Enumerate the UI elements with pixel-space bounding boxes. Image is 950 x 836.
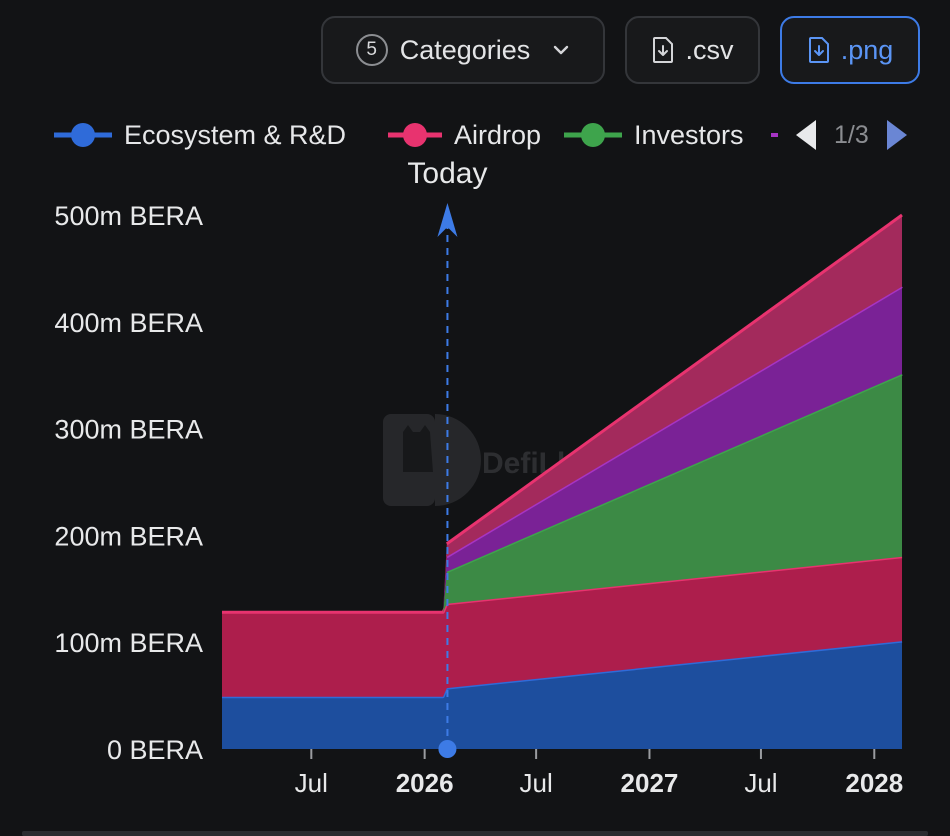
triangle-right-icon[interactable] — [885, 118, 909, 152]
today-marker: Today — [407, 160, 487, 758]
x-tick-label: 2026 — [396, 768, 454, 798]
legend-swatch — [564, 123, 622, 147]
y-tick-label: 500m BERA — [54, 201, 203, 231]
legend-swatch — [771, 133, 778, 137]
legend-item-airdrop[interactable]: Airdrop — [386, 112, 541, 158]
watermark-llama-icon — [403, 425, 433, 472]
today-arrowhead — [437, 203, 458, 237]
x-axis: Jul 2026 Jul 2027 Jul 2028 — [295, 749, 903, 798]
png-label: .png — [840, 34, 894, 65]
watermark-logo-arc — [435, 414, 481, 506]
legend-label: Investors — [634, 119, 744, 150]
area-series-1 — [222, 556, 902, 697]
triangle-left-icon[interactable] — [794, 118, 818, 152]
y-tick-label: 100m BERA — [54, 628, 203, 658]
download-png-button[interactable]: .png — [780, 16, 920, 84]
legend-pager: 1/3 — [794, 112, 909, 158]
area-series-2 — [222, 374, 902, 613]
y-axis: 0 BERA 100m BERA 200m BERA 300m BERA 400m BE… — [54, 201, 203, 765]
file-download-icon — [653, 37, 674, 63]
legend-label: Ecosystem & R&D — [124, 119, 347, 150]
y-tick-label: 400m BERA — [54, 308, 203, 338]
area-line-1 — [222, 555, 903, 614]
file-download-icon — [808, 37, 829, 63]
categories-label: Categories — [399, 34, 531, 65]
chart-areas — [222, 213, 903, 749]
x-tick-label: Jul — [295, 768, 328, 798]
y-tick-label: 0 BERA — [107, 735, 203, 765]
today-dot — [438, 740, 457, 758]
x-tick-label: Jul — [520, 768, 553, 798]
toolbar: 5 Categories .csv .png — [0, 16, 950, 86]
legend-page-indicator: 1/3 — [834, 120, 869, 149]
legend-item-truncated[interactable] — [770, 112, 780, 158]
legend-item-ecosystem[interactable]: Ecosystem & R&D — [52, 112, 346, 158]
legend-swatch — [388, 123, 442, 147]
x-tick-label: 2027 — [621, 768, 679, 798]
csv-label: .csv — [685, 34, 734, 65]
categories-button[interactable]: 5 Categories — [321, 16, 605, 84]
categories-count-badge: 5 — [355, 34, 388, 66]
scroll-track — [22, 831, 928, 836]
y-tick-label: 200m BERA — [54, 521, 203, 551]
area-series-0 — [222, 641, 902, 749]
today-label: Today — [407, 160, 487, 190]
y-tick-label: 300m BERA — [54, 415, 203, 445]
area-line-3 — [446, 285, 903, 559]
area-line-4 — [445, 213, 903, 546]
chart-legend: Ecosystem & R&D Airdrop Investors 1/3 — [52, 112, 932, 158]
x-tick-label: Jul — [744, 768, 777, 798]
legend-label: Airdrop — [454, 119, 542, 150]
watermark-logo-block — [383, 414, 435, 506]
download-csv-button[interactable]: .csv — [625, 16, 760, 84]
legend-swatch — [54, 123, 112, 147]
x-tick-label: 2028 — [845, 768, 903, 798]
legend-item-investors[interactable]: Investors — [562, 112, 744, 158]
chevron-down-icon — [554, 45, 569, 55]
